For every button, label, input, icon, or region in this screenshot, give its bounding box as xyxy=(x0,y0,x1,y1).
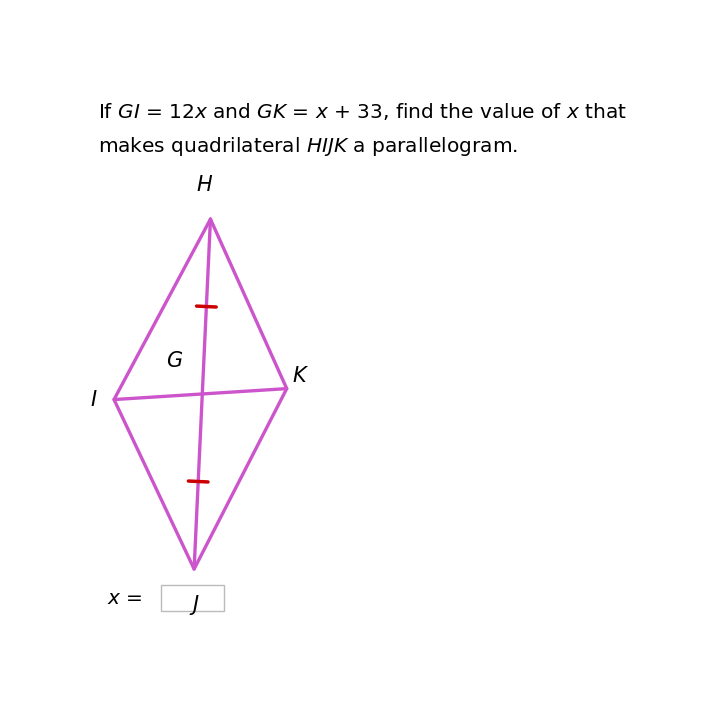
FancyBboxPatch shape xyxy=(162,585,224,611)
Text: $H$: $H$ xyxy=(196,175,214,195)
Text: $G$: $G$ xyxy=(166,351,183,371)
Text: $K$: $K$ xyxy=(292,366,309,386)
Text: makes quadrilateral $HIJK$ a parallelogram.: makes quadrilateral $HIJK$ a parallelogr… xyxy=(98,136,517,158)
Text: If $GI$ = 12$x$ and $GK$ = $x$ + 33, find the value of $x$ that: If $GI$ = 12$x$ and $GK$ = $x$ + 33, fin… xyxy=(98,101,627,121)
Text: $x$ =: $x$ = xyxy=(107,589,143,608)
Text: $I$: $I$ xyxy=(90,390,98,410)
Text: $J$: $J$ xyxy=(188,593,200,616)
